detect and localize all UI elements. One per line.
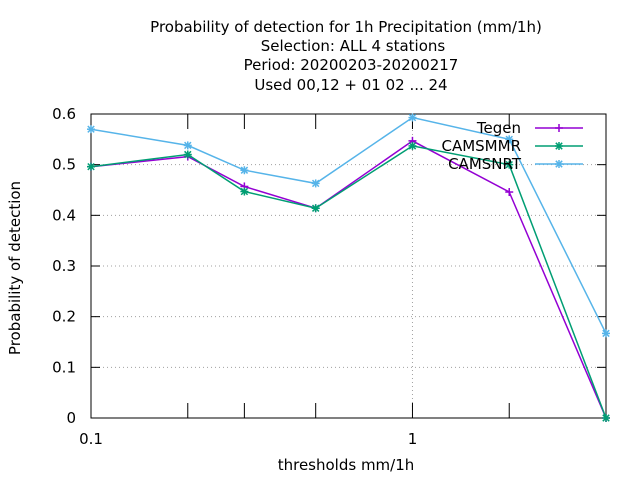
data-point-camsnrt: [408, 113, 417, 122]
series-lines: [87, 113, 610, 422]
series-line-camsmmr: [90, 145, 607, 419]
data-point-tegen: [505, 188, 514, 197]
x-axis-label: thresholds mm/1h: [278, 456, 415, 474]
data-point-camsmmr: [240, 187, 249, 196]
data-point-camsnrt: [183, 141, 192, 150]
series-camsmmr: [87, 141, 610, 422]
data-point-camsmmr: [408, 141, 417, 150]
legend-label-camsmmr: CAMSMMR: [441, 137, 521, 155]
x-tick-label: 1: [408, 430, 418, 448]
data-point-camsnrt: [87, 125, 95, 134]
series-camsnrt: [87, 113, 610, 338]
x-axis: 0.1 1: [79, 114, 510, 448]
data-point-camsmmr: [87, 162, 95, 171]
y-tick-label: 0.4: [52, 206, 76, 224]
data-point-camsnrt: [505, 135, 514, 144]
series-line-camsnrt: [90, 116, 607, 334]
title-line-1: Probability of detection for 1h Precipit…: [150, 18, 542, 36]
data-point-camsnrt: [311, 179, 320, 188]
chart-title: Probability of detection for 1h Precipit…: [150, 18, 542, 94]
title-line-2: Selection: ALL 4 stations: [261, 37, 446, 55]
title-line-4: Used 00,12 + 01 02 ... 24: [254, 76, 447, 94]
y-tick-label: 0.2: [52, 308, 76, 326]
y-axis-label: Probability of detection: [6, 181, 24, 355]
x-tick-label: 0.1: [79, 430, 103, 448]
plot-border: [90, 113, 607, 419]
series-line-tegen: [90, 140, 607, 419]
y-tick-label: 0: [66, 409, 76, 427]
y-tick-label: 0.6: [52, 105, 76, 123]
legend-label-camsnrt: CAMSNRT: [448, 155, 522, 173]
y-tick-label: 0.1: [52, 358, 76, 376]
y-axis: 0 0.1 0.2 0.3 0.4 0.5 0.6: [52, 105, 606, 427]
data-point-camsmmr: [183, 150, 192, 159]
plot-frame: [90, 113, 607, 419]
legend-marker-camsmmr: [555, 142, 563, 150]
grid: [91, 114, 606, 418]
legend-marker-tegen: [555, 124, 563, 132]
data-point-camsmmr: [505, 160, 514, 169]
data-point-camsmmr: [311, 204, 320, 213]
data-point-camsnrt: [240, 166, 249, 175]
title-line-3: Period: 20200203-20200217: [244, 56, 459, 74]
y-tick-label: 0.3: [52, 257, 76, 275]
data-point-camsmmr: [602, 414, 610, 422]
y-tick-label: 0.5: [52, 156, 76, 174]
legend-marker-camsnrt: [555, 160, 563, 168]
data-point-camsnrt: [602, 329, 610, 338]
series-tegen: [87, 136, 610, 422]
legend-label-tegen: Tegen: [476, 119, 521, 137]
